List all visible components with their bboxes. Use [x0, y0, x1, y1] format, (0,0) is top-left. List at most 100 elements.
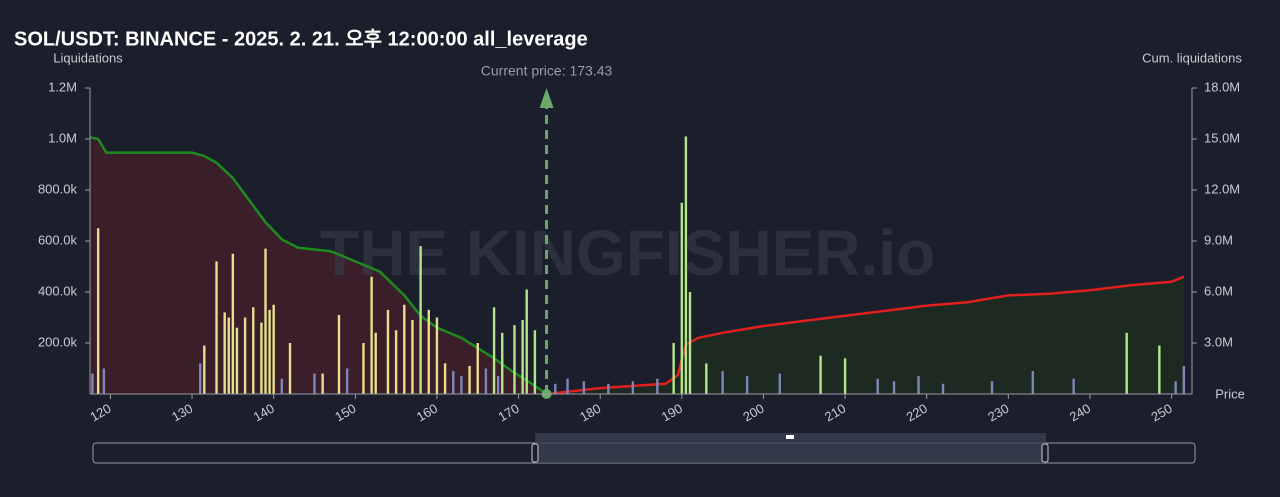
y-tick-label: 1.0M — [48, 130, 77, 145]
bar — [607, 383, 610, 394]
bar — [272, 304, 275, 394]
y2-tick-label: 15.0M — [1204, 130, 1240, 145]
bar — [892, 381, 896, 394]
y-tick-label: 800.0k — [38, 181, 78, 196]
bar — [501, 332, 504, 394]
bar — [227, 317, 230, 394]
bar — [778, 373, 781, 394]
x-tick-label: 200 — [740, 401, 766, 425]
y-tick-label: 400.0k — [38, 283, 78, 298]
y-tick-label: 600.0k — [38, 232, 78, 247]
bar — [460, 376, 463, 394]
bar — [223, 312, 226, 394]
bar — [656, 378, 659, 394]
x-tick-label: 230 — [985, 401, 1011, 425]
x-tick-label: 250 — [1149, 401, 1175, 425]
current-price-label: Current price: 173.43 — [481, 63, 613, 79]
slider-grip[interactable] — [786, 435, 794, 439]
bar — [554, 383, 557, 394]
y-tick-label: 200.0k — [38, 334, 78, 349]
bar — [102, 368, 106, 394]
y-axis-title: Liquidations — [53, 50, 123, 65]
bar — [1158, 345, 1161, 394]
bar — [582, 381, 586, 394]
bar — [688, 292, 692, 394]
watermark: THE KINGFISHER.io — [320, 217, 935, 289]
bar — [91, 373, 94, 394]
y2-tick-label: 12.0M — [1204, 181, 1240, 196]
bar — [525, 289, 528, 394]
bar — [203, 345, 206, 394]
bar — [990, 381, 994, 394]
bar — [1125, 332, 1128, 394]
current-price-arrow — [539, 88, 554, 108]
bar — [917, 376, 920, 394]
chart-title: SOL/USDT: BINANCE - 2025. 2. 21. 오후 12:0… — [14, 27, 588, 50]
y2-axis-title: Cum. liquidations — [1142, 50, 1242, 65]
bar — [680, 202, 684, 394]
bar — [264, 248, 267, 394]
x-tick-label: 140 — [251, 401, 277, 425]
bar — [403, 304, 406, 394]
x-tick-label: 180 — [577, 401, 603, 425]
bar — [492, 307, 496, 394]
bar — [374, 332, 377, 394]
bar — [496, 376, 500, 394]
x-axis-title: Price — [1215, 386, 1245, 401]
bar — [745, 376, 749, 394]
bar — [268, 309, 271, 394]
bar — [443, 363, 447, 394]
bar — [476, 343, 479, 394]
bar — [1072, 378, 1075, 394]
bar — [566, 378, 569, 394]
bar — [96, 228, 100, 394]
bar — [684, 136, 688, 394]
bar — [843, 358, 847, 394]
y2-tick-label: 9.0M — [1204, 232, 1233, 247]
y2-tick-label: 6.0M — [1204, 283, 1233, 298]
bar — [345, 368, 349, 394]
slider-handle[interactable] — [531, 443, 539, 463]
bar — [260, 322, 263, 394]
bar — [252, 307, 255, 394]
y2-tick-label: 18.0M — [1204, 79, 1240, 94]
bar — [243, 317, 247, 394]
bar — [411, 320, 414, 394]
bar — [362, 343, 365, 394]
bar — [313, 373, 316, 394]
cum-area — [90, 137, 547, 395]
bar — [672, 343, 675, 394]
slider-handle[interactable] — [1041, 443, 1049, 463]
bar — [435, 317, 439, 394]
x-tick-label: 130 — [169, 401, 195, 425]
y2-tick-label: 3.0M — [1204, 334, 1233, 349]
cum-line — [89, 136, 548, 396]
bar — [876, 378, 879, 394]
bar — [513, 325, 516, 394]
bar — [419, 246, 422, 394]
bar — [394, 330, 398, 394]
bar — [1031, 371, 1035, 394]
bar — [235, 327, 239, 394]
bar — [631, 381, 635, 394]
bar — [199, 363, 202, 394]
bar — [533, 330, 537, 394]
bar — [386, 309, 390, 394]
x-tick-label: 220 — [904, 401, 930, 425]
bar — [1174, 381, 1177, 394]
cum-line — [546, 275, 1185, 396]
cum-area — [546, 276, 1184, 394]
bar — [941, 383, 945, 394]
bar — [427, 309, 430, 394]
bar — [321, 373, 324, 394]
bar — [721, 371, 724, 394]
x-tick-label: 190 — [659, 401, 685, 425]
bar — [468, 365, 471, 394]
x-tick-label: 210 — [822, 401, 848, 425]
x-tick-label: 120 — [87, 401, 113, 425]
bar — [288, 343, 292, 394]
bar — [705, 363, 708, 394]
range-slider[interactable] — [92, 433, 1196, 464]
bar — [215, 261, 218, 394]
